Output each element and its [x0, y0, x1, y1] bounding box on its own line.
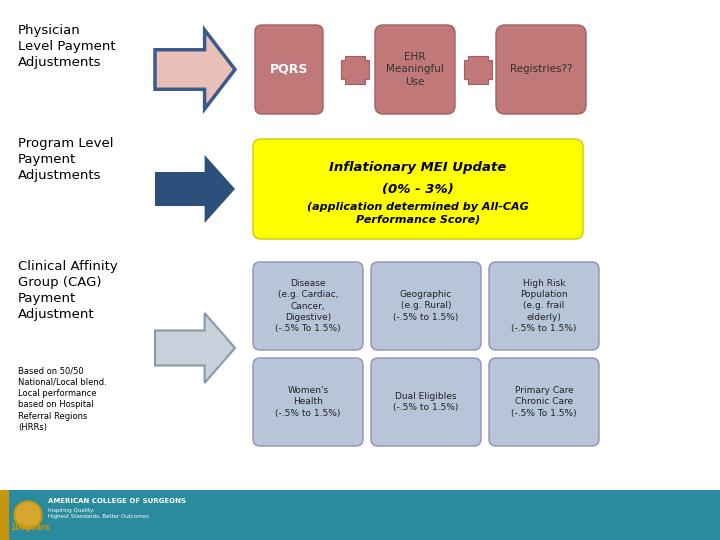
Circle shape [16, 503, 40, 527]
Polygon shape [464, 56, 492, 84]
FancyBboxPatch shape [253, 139, 583, 239]
Text: Registries??: Registries?? [510, 64, 572, 75]
Text: Clinical Affinity
Group (CAG)
Payment
Adjustment: Clinical Affinity Group (CAG) Payment Ad… [18, 260, 118, 321]
FancyBboxPatch shape [375, 25, 455, 114]
FancyBboxPatch shape [255, 25, 323, 114]
Bar [0, 490, 9, 540]
Text: Geographic
(e.g. Rural)
(-.5% to 1.5%): Geographic (e.g. Rural) (-.5% to 1.5%) [393, 291, 459, 322]
Text: AMERICAN COLLEGE OF SURGEONS: AMERICAN COLLEGE OF SURGEONS [48, 498, 186, 504]
FancyBboxPatch shape [253, 262, 363, 350]
Text: 100years: 100years [10, 523, 50, 532]
Text: EHR
Meaningful
Use: EHR Meaningful Use [386, 52, 444, 87]
FancyBboxPatch shape [496, 25, 586, 114]
Text: Inspiring Quality:
Highest Standards, Better Outcomes: Inspiring Quality: Highest Standards, Be… [48, 508, 149, 519]
Text: High Risk
Population
(e.g. frail
elderly)
(-.5% to 1.5%): High Risk Population (e.g. frail elderly… [511, 279, 577, 333]
Text: Women's
Health
(-.5% to 1.5%): Women's Health (-.5% to 1.5%) [275, 387, 341, 417]
Text: Physician
Level Payment
Adjustments: Physician Level Payment Adjustments [18, 24, 116, 69]
Text: (application determined by All-CAG
Performance Score): (application determined by All-CAG Perfo… [307, 201, 529, 225]
Text: PQRS: PQRS [270, 63, 308, 76]
FancyBboxPatch shape [489, 358, 599, 446]
FancyBboxPatch shape [371, 262, 481, 350]
Text: Program Level
Payment
Adjustments: Program Level Payment Adjustments [18, 137, 114, 182]
Circle shape [14, 501, 42, 529]
Text: Disease
(e.g. Cardiac,
Cancer,
Digestive)
(-.5% To 1.5%): Disease (e.g. Cardiac, Cancer, Digestive… [275, 279, 341, 333]
Text: Based on 50/50
National/Local blend.
Local performance
based on Hospital
Referra: Based on 50/50 National/Local blend. Loc… [18, 366, 107, 432]
Text: Primary Care
Chronic Care
(-.5% To 1.5%): Primary Care Chronic Care (-.5% To 1.5%) [511, 387, 577, 417]
Bar [0, 490, 720, 540]
Polygon shape [155, 155, 235, 223]
Polygon shape [155, 313, 235, 383]
Polygon shape [341, 56, 369, 84]
Text: (0% - 3%): (0% - 3%) [382, 183, 454, 195]
Text: Dual Eligibles
(-.5% to 1.5%): Dual Eligibles (-.5% to 1.5%) [393, 392, 459, 412]
Polygon shape [155, 30, 235, 109]
FancyBboxPatch shape [371, 358, 481, 446]
Text: Inflationary MEI Update: Inflationary MEI Update [329, 160, 507, 173]
FancyBboxPatch shape [253, 358, 363, 446]
FancyBboxPatch shape [489, 262, 599, 350]
